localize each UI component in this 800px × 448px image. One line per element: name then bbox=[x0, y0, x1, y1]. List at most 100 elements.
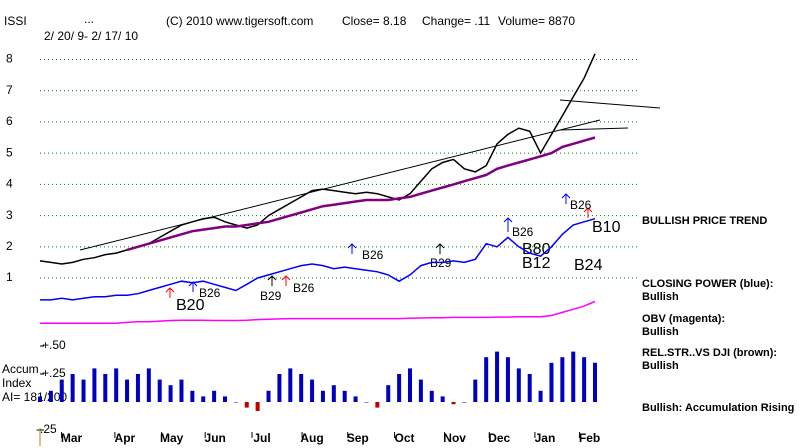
annotation: B26 bbox=[199, 286, 221, 300]
bar bbox=[593, 362, 597, 402]
bar bbox=[135, 374, 140, 402]
x-tick-label: Dec bbox=[488, 431, 510, 445]
bar bbox=[364, 402, 369, 403]
bar bbox=[516, 368, 521, 402]
bar bbox=[320, 390, 325, 402]
bar bbox=[288, 368, 293, 402]
x-tick-label: Jul bbox=[253, 431, 270, 445]
annotation: B12 bbox=[522, 255, 551, 272]
annotation: B10 bbox=[592, 219, 621, 236]
x-tick-label: Sep bbox=[347, 431, 369, 445]
sidebar-text: Bullish bbox=[642, 291, 679, 303]
x-tick-label: Nov bbox=[443, 431, 466, 445]
series-line bbox=[126, 136, 596, 252]
bar bbox=[59, 379, 64, 402]
x-tick-label: Aug bbox=[300, 431, 323, 445]
bar bbox=[549, 362, 554, 402]
dots: ... bbox=[84, 12, 94, 26]
sidebar-text: Bullish: Accumulation Rising bbox=[642, 402, 794, 414]
x-tick-label: Oct bbox=[395, 431, 415, 445]
bar bbox=[266, 390, 271, 402]
bar bbox=[462, 402, 467, 403]
bar bbox=[560, 357, 565, 402]
bar bbox=[233, 402, 238, 403]
sidebar-text: Bullish bbox=[642, 360, 679, 372]
signal-arrows bbox=[188, 193, 571, 292]
change: Change= .11 bbox=[422, 14, 490, 28]
bar bbox=[451, 402, 456, 405]
annotation: B29 bbox=[260, 289, 282, 303]
bar bbox=[48, 390, 53, 402]
bar bbox=[418, 379, 423, 402]
sidebar-text: OBV (magenta): bbox=[642, 313, 725, 325]
x-tick-label: Jan bbox=[535, 431, 556, 445]
x-tick-label: May bbox=[160, 431, 184, 445]
y-tick-label: 1 bbox=[6, 270, 13, 284]
bar bbox=[440, 396, 445, 402]
x-tick-label: Mar bbox=[61, 431, 83, 445]
symbol: ISSI bbox=[4, 14, 27, 28]
bar bbox=[473, 379, 478, 402]
y-tick-label: 8 bbox=[6, 52, 13, 66]
annotation: B29 bbox=[430, 256, 452, 270]
bar bbox=[70, 374, 75, 402]
annotation: B26 bbox=[293, 281, 315, 295]
series-line bbox=[40, 217, 596, 301]
bar bbox=[342, 390, 347, 402]
bar bbox=[495, 351, 500, 402]
volume: Volume= 8870 bbox=[498, 14, 575, 28]
y-tick-label: -.25 bbox=[36, 422, 57, 436]
y-tick-label: 2 bbox=[6, 239, 13, 253]
x-tick-label: Apr bbox=[115, 431, 136, 445]
bar bbox=[310, 379, 315, 402]
bar bbox=[527, 374, 532, 402]
bar bbox=[353, 396, 358, 402]
bar bbox=[212, 390, 217, 402]
close: Close= 8.18 bbox=[342, 14, 407, 28]
y-tick-label: 7 bbox=[6, 83, 13, 97]
x-tick-label: Feb bbox=[579, 431, 600, 445]
annotation: B26 bbox=[362, 248, 384, 262]
date-range: 2/ 20/ 9- 2/ 17/ 10 bbox=[44, 29, 138, 43]
copyright: (C) 2010 www.tigersoft.com bbox=[166, 14, 313, 28]
y-tick-label: 5 bbox=[6, 145, 13, 159]
bar bbox=[103, 374, 108, 402]
bar bbox=[244, 402, 249, 408]
trend-lines bbox=[79, 99, 661, 251]
bar bbox=[201, 396, 206, 402]
signal-arrows-red bbox=[165, 207, 593, 298]
accum-label: Accum bbox=[2, 362, 39, 376]
bar bbox=[255, 402, 260, 411]
bar bbox=[582, 357, 587, 402]
y-tick-label: +.50 bbox=[42, 338, 66, 352]
annotation: B26 bbox=[570, 198, 592, 212]
bar bbox=[538, 390, 543, 402]
sidebar-text: Bullish bbox=[642, 326, 679, 338]
y-tick-label: 3 bbox=[6, 208, 13, 222]
annotation: B26 bbox=[512, 225, 534, 239]
bar bbox=[429, 390, 434, 402]
bar bbox=[81, 379, 86, 402]
accum-label: Index bbox=[2, 376, 31, 390]
bar bbox=[505, 357, 510, 402]
bar bbox=[397, 374, 402, 402]
bar bbox=[331, 385, 336, 402]
bar bbox=[375, 402, 380, 408]
y-tick-label: 6 bbox=[6, 114, 13, 128]
bar bbox=[277, 374, 282, 402]
accum-label: AI= 181/200 bbox=[2, 390, 67, 404]
sidebar-text: REL.STR..VS DJI (brown): bbox=[642, 347, 777, 359]
series-line bbox=[40, 300, 596, 325]
bar bbox=[299, 374, 304, 402]
bar bbox=[125, 379, 130, 402]
bar bbox=[571, 351, 576, 402]
sidebar-text: BULLISH PRICE TREND bbox=[642, 215, 767, 227]
bar bbox=[179, 379, 184, 402]
bar bbox=[168, 385, 173, 402]
sidebar-text: CLOSING POWER (blue): bbox=[642, 278, 773, 290]
annotation: B24 bbox=[574, 257, 603, 274]
bar bbox=[157, 379, 162, 402]
x-tick-label: Jun bbox=[205, 431, 226, 445]
